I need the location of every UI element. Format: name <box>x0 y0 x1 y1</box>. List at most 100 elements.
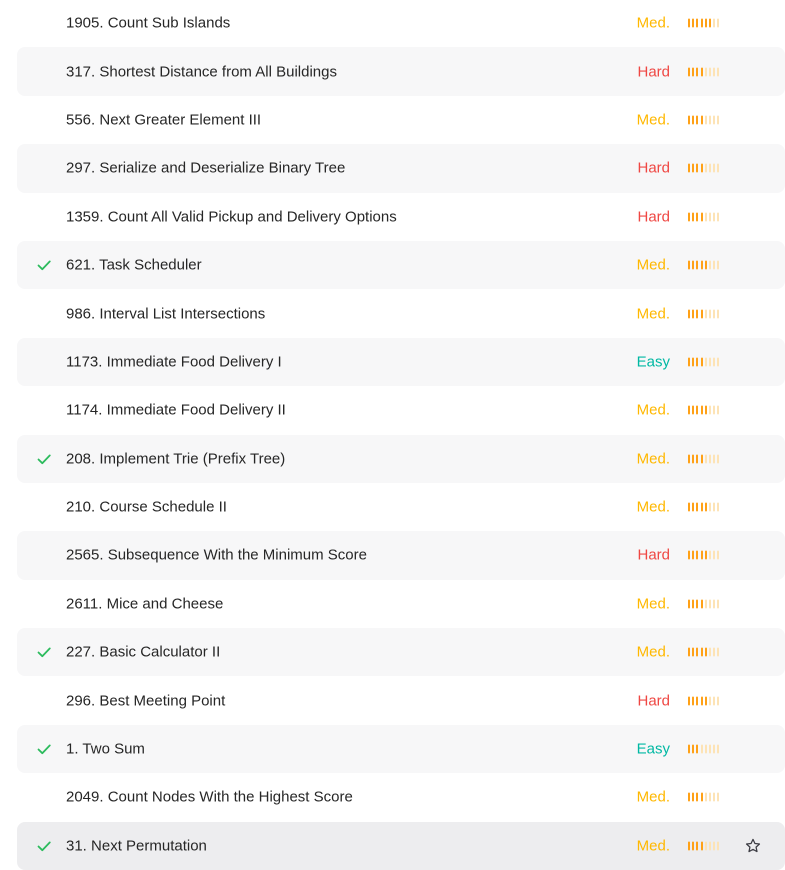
frequency-bar <box>696 212 699 222</box>
star-icon[interactable] <box>744 837 762 855</box>
problem-row[interactable]: 227. Basic Calculator II Med. <box>17 628 785 677</box>
difficulty-label: Med. <box>636 256 670 274</box>
problem-row[interactable]: 297. Serialize and Deserialize Binary Tr… <box>17 144 785 193</box>
frequency-bar <box>704 599 707 609</box>
frequency-bar <box>696 18 699 28</box>
frequency-bar <box>713 163 716 173</box>
difficulty-label: Med. <box>636 305 670 323</box>
problem-row[interactable]: 621. Task Scheduler Med. <box>17 240 785 290</box>
problem-row[interactable]: 1905. Count Sub Islands Med. <box>17 0 785 47</box>
frequency-bar <box>692 405 695 415</box>
problem-row[interactable]: 317. Shortest Distance from All Building… <box>17 47 785 96</box>
problem-title-link[interactable]: 296. Best Meeting Point <box>66 692 226 710</box>
frequency-bar <box>700 599 703 609</box>
problem-title-link[interactable]: 2565. Subsequence With the Minimum Score <box>66 546 367 564</box>
problem-row[interactable]: 1174. Immediate Food Delivery II Med. <box>17 386 785 434</box>
frequency-bar <box>696 163 699 173</box>
frequency-bar <box>692 744 695 754</box>
problem-title-link[interactable]: 227. Basic Calculator II <box>66 643 221 661</box>
problem-row[interactable]: 296. Best Meeting Point Hard <box>17 676 785 724</box>
difficulty-label: Med. <box>636 401 670 419</box>
frequency-bar <box>700 502 703 512</box>
frequency-bar <box>704 454 707 464</box>
frequency-bar <box>692 841 695 851</box>
frequency-bar <box>713 841 716 851</box>
frequency-bar <box>713 357 716 367</box>
frequency-bars <box>688 599 720 609</box>
frequency-bars <box>688 67 720 77</box>
problem-title-link[interactable]: 297. Serialize and Deserialize Binary Tr… <box>66 159 346 177</box>
frequency-bar <box>700 696 703 706</box>
problem-row[interactable]: 2049. Count Nodes With the Highest Score… <box>17 773 785 821</box>
problem-title-link[interactable]: 1905. Count Sub Islands <box>66 14 231 32</box>
problem-row[interactable]: 2565. Subsequence With the Minimum Score… <box>17 531 785 580</box>
frequency-bar <box>696 744 699 754</box>
difficulty-label: Hard <box>637 159 670 177</box>
frequency-bar <box>688 260 690 270</box>
frequency-bar <box>696 309 699 319</box>
frequency-bar <box>717 357 720 367</box>
frequency-bar <box>704 550 707 560</box>
problem-title-link[interactable]: 1173. Immediate Food Delivery I <box>66 353 282 371</box>
problem-row[interactable]: 210. Course Schedule II Med. <box>17 483 785 531</box>
frequency-bar <box>688 115 690 125</box>
frequency-bar <box>696 115 699 125</box>
problem-row[interactable]: 986. Interval List Intersections Med. <box>17 289 785 337</box>
frequency-bars <box>688 841 720 851</box>
check-icon <box>37 454 51 464</box>
difficulty-label: Hard <box>637 546 670 564</box>
frequency-bar <box>696 357 699 367</box>
problem-row[interactable]: 208. Implement Trie (Prefix Tree) Med. <box>17 434 785 483</box>
frequency-bar <box>688 405 690 415</box>
frequency-bar <box>713 696 716 706</box>
problem-row[interactable]: 2611. Mice and Cheese Med. <box>17 580 785 628</box>
problem-title-link[interactable]: 1359. Count All Valid Pickup and Deliver… <box>66 208 397 226</box>
frequency-bar <box>708 309 711 319</box>
frequency-bar <box>704 163 707 173</box>
frequency-bar <box>713 405 716 415</box>
problem-title-link[interactable]: 556. Next Greater Element III <box>66 111 262 129</box>
frequency-bar <box>717 792 720 802</box>
frequency-bar <box>692 357 695 367</box>
frequency-bar <box>713 550 716 560</box>
frequency-bar <box>700 647 703 657</box>
frequency-bar <box>717 599 720 609</box>
problem-row[interactable]: 31. Next Permutation Med. <box>17 821 785 870</box>
problem-title-link[interactable]: 31. Next Permutation <box>66 837 207 855</box>
problem-title-link[interactable]: 2611. Mice and Cheese <box>66 595 224 613</box>
problem-title-link[interactable]: 2049. Count Nodes With the Highest Score <box>66 788 353 806</box>
problem-row[interactable]: 1173. Immediate Food Delivery I Easy <box>17 337 785 387</box>
frequency-bar <box>696 502 699 512</box>
frequency-bars <box>688 212 720 222</box>
problem-title-link[interactable]: 986. Interval List Intersections <box>66 305 266 323</box>
problem-row[interactable]: 1. Two Sum Easy <box>17 724 785 774</box>
problem-title-link[interactable]: 1174. Immediate Food Delivery II <box>66 401 286 419</box>
problem-title-link[interactable]: 621. Task Scheduler <box>66 256 202 274</box>
frequency-bar <box>696 647 699 657</box>
problem-title-link[interactable]: 317. Shortest Distance from All Building… <box>66 63 337 81</box>
frequency-bar <box>700 67 703 77</box>
problem-title-link[interactable]: 210. Course Schedule II <box>66 498 227 516</box>
frequency-bar <box>708 792 711 802</box>
frequency-bar <box>717 647 720 657</box>
difficulty-label: Med. <box>636 14 670 32</box>
frequency-bar <box>708 550 711 560</box>
problem-row[interactable]: 556. Next Greater Element III Med. <box>17 96 785 144</box>
frequency-bar <box>692 599 695 609</box>
frequency-bar <box>713 792 716 802</box>
frequency-bar <box>717 744 720 754</box>
difficulty-label: Med. <box>636 788 670 806</box>
problem-title-link[interactable]: 1. Two Sum <box>66 740 145 758</box>
frequency-bar <box>700 115 703 125</box>
difficulty-label: Easy <box>636 740 670 758</box>
frequency-bar <box>708 260 711 270</box>
frequency-bar <box>713 744 716 754</box>
problem-title-link[interactable]: 208. Implement Trie (Prefix Tree) <box>66 450 286 468</box>
frequency-bar <box>688 163 690 173</box>
frequency-bar <box>717 115 720 125</box>
frequency-bar <box>692 502 695 512</box>
frequency-bar <box>704 744 707 754</box>
problem-row[interactable]: 1359. Count All Valid Pickup and Deliver… <box>17 193 785 241</box>
frequency-bar <box>688 744 690 754</box>
frequency-bar <box>708 599 711 609</box>
